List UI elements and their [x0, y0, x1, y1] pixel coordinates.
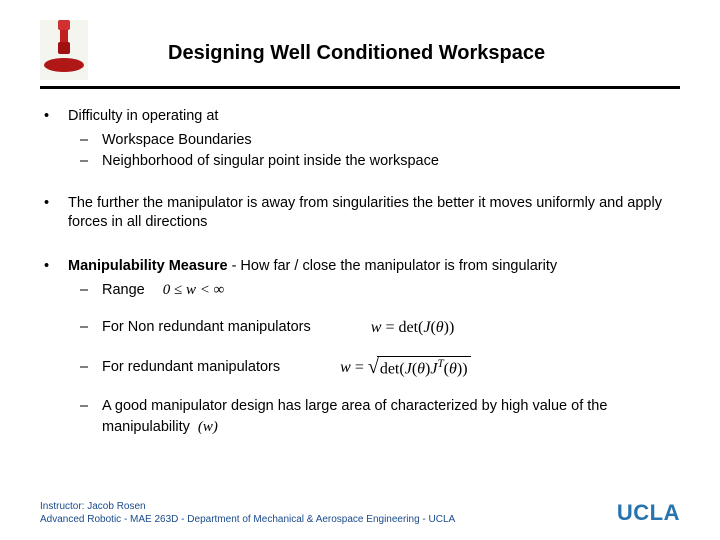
bullet-3-lead: Manipulability Measure	[68, 258, 228, 274]
bullet-3d-text: A good manipulator design has large area…	[102, 398, 607, 435]
robot-icon	[40, 20, 88, 80]
bullet-3c-text: For redundant manipulators	[102, 358, 280, 378]
bullet-3d: – A good manipulator design has large ar…	[80, 397, 680, 437]
bullet-3c: – For redundant manipulators w= √ det(J(…	[80, 354, 680, 381]
footer-text: Instructor: Jacob Rosen Advanced Robotic…	[40, 500, 455, 526]
bullet-3: • Manipulability Measure - How far / clo…	[40, 257, 680, 277]
bullet-3-text: Manipulability Measure - How far / close…	[68, 257, 680, 277]
bullet-3a-text: Range	[102, 281, 145, 301]
dash-marker: –	[80, 281, 102, 301]
bullet-1a-text: Workspace Boundaries	[102, 131, 680, 151]
title-underline	[40, 86, 680, 89]
dash-marker: –	[80, 397, 102, 437]
bullet-3a: – Range 0 ≤ w < ∞	[80, 280, 680, 300]
footer-line2: Advanced Robotic - MAE 263D - Department…	[40, 513, 455, 526]
bullet-3b: – For Non redundant manipulators w=det(J…	[80, 317, 680, 339]
dash-marker: –	[80, 318, 102, 338]
slide-header: Designing Well Conditioned Workspace	[40, 20, 680, 80]
bullet-2: • The further the manipulator is away fr…	[40, 194, 680, 233]
dash-marker: –	[80, 152, 102, 172]
slide-title: Designing Well Conditioned Workspace	[168, 42, 545, 65]
bullet-marker: •	[40, 107, 68, 127]
bullet-1-text: Difficulty in operating at	[68, 107, 680, 127]
bullet-marker: •	[40, 194, 68, 233]
bullet-3b-text: For Non redundant manipulators	[102, 318, 311, 338]
dash-marker: –	[80, 358, 102, 378]
slide-footer: Instructor: Jacob Rosen Advanced Robotic…	[40, 500, 680, 526]
math-w-paren: (w)	[198, 419, 218, 435]
bullet-1: • Difficulty in operating at	[40, 107, 680, 127]
bullet-2-text: The further the manipulator is away from…	[68, 194, 680, 233]
math-range: 0 ≤ w < ∞	[163, 280, 225, 300]
slide-content: • Difficulty in operating at – Workspace…	[40, 107, 680, 437]
math-nonredundant: w=det(J(θ))	[371, 317, 455, 339]
dash-marker: –	[80, 131, 102, 151]
math-redundant: w= √ det(J(θ)JT(θ))	[340, 354, 470, 381]
bullet-1b: – Neighborhood of singular point inside …	[80, 152, 680, 172]
slide-container: Designing Well Conditioned Workspace • D…	[0, 0, 720, 540]
bullet-3-rest: - How far / close the manipulator is fro…	[228, 258, 558, 274]
bullet-marker: •	[40, 257, 68, 277]
bullet-1a: – Workspace Boundaries	[80, 131, 680, 151]
bullet-1b-text: Neighborhood of singular point inside th…	[102, 152, 680, 172]
footer-line1: Instructor: Jacob Rosen	[40, 500, 455, 513]
ucla-logo: UCLA	[617, 500, 680, 526]
